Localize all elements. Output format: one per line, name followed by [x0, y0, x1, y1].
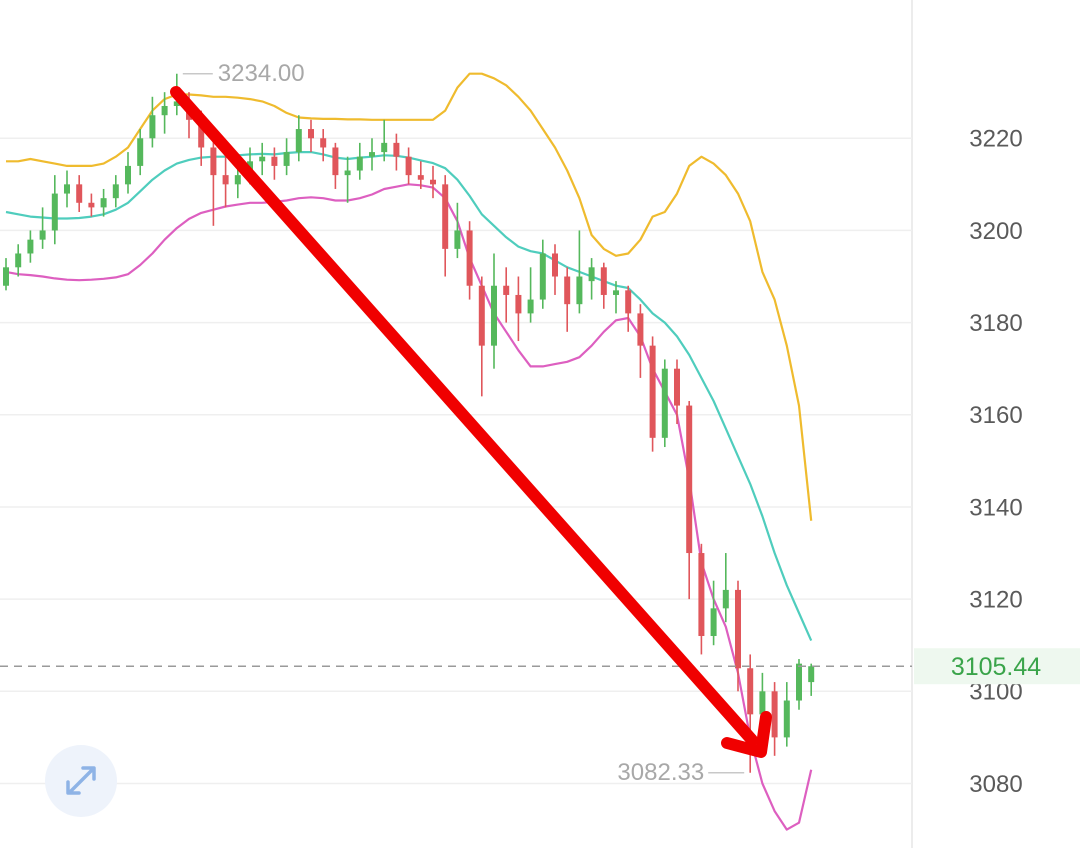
candle-body — [234, 175, 241, 185]
y-tick-label: 3160 — [969, 402, 1022, 429]
candle-body — [259, 156, 266, 162]
candle-body — [613, 290, 619, 295]
candle-body — [735, 589, 741, 669]
candle-body — [320, 138, 327, 148]
candle-body — [771, 691, 778, 738]
candle-body — [576, 276, 583, 305]
candle-body — [15, 253, 22, 268]
last-price-badge — [914, 648, 1080, 685]
candle-body — [161, 106, 168, 116]
candle-body — [454, 230, 461, 249]
candle-body — [356, 156, 363, 171]
candle-body — [503, 285, 510, 295]
candle-body — [625, 290, 632, 314]
y-tick-label: 3080 — [969, 771, 1022, 798]
candle-body — [564, 276, 571, 305]
candle-body — [515, 294, 522, 314]
candle-body — [491, 285, 497, 346]
candle-body — [466, 230, 473, 286]
candle-body — [478, 285, 485, 346]
candle-body — [430, 179, 436, 185]
candle-body — [649, 345, 656, 438]
candle-body — [442, 184, 449, 249]
candle-body — [747, 668, 754, 715]
trend-arrow — [170, 86, 772, 758]
candle-body — [661, 368, 668, 438]
candle-body — [552, 253, 558, 277]
arrow-head — [721, 711, 772, 758]
candle-body — [222, 175, 229, 185]
candle-body — [112, 184, 119, 199]
high-label: 3234.00 — [218, 60, 305, 87]
candle-body — [588, 267, 595, 282]
candle-body — [600, 267, 607, 295]
expand-button[interactable] — [45, 745, 117, 817]
candle-body — [808, 666, 815, 683]
candle-body — [722, 589, 729, 609]
expand-icon[interactable] — [66, 766, 96, 795]
candle-body — [3, 267, 9, 286]
candle-body — [686, 405, 693, 554]
candle-body — [271, 156, 278, 166]
band-line — [6, 72, 813, 521]
candle-body — [527, 299, 534, 314]
candle-body — [759, 691, 766, 715]
arrow-line — [170, 86, 758, 746]
y-tick-label: 3220 — [969, 126, 1022, 153]
candle-body — [393, 142, 400, 157]
candle-body — [27, 239, 34, 254]
candle-body — [381, 142, 388, 153]
candle-body — [796, 663, 802, 701]
candle-body — [198, 119, 205, 148]
y-tick-label: 3140 — [969, 494, 1022, 521]
candle-body — [137, 138, 144, 166]
candle-body — [698, 553, 705, 636]
candle-body — [783, 700, 790, 738]
overlay: 3234.00 3082.33 3105.44 — [0, 60, 1080, 786]
candle-body — [173, 101, 180, 106]
candle-body — [100, 198, 107, 208]
candle-body — [539, 253, 546, 300]
low-label: 3082.33 — [617, 759, 704, 786]
candle-body — [332, 147, 339, 176]
candle-body — [64, 184, 70, 194]
candle-body — [295, 129, 302, 153]
candle-body — [51, 193, 58, 231]
y-tick-label: 3180 — [969, 310, 1022, 337]
candle-body — [149, 115, 156, 139]
candle-body — [125, 165, 131, 185]
candle-body — [88, 202, 95, 208]
candle-body — [344, 170, 351, 176]
y-tick-label: 3120 — [969, 586, 1022, 613]
candle-body — [283, 152, 290, 166]
candle-body — [405, 156, 412, 176]
last-price-label: 3105.44 — [951, 653, 1041, 681]
candle-body — [76, 184, 83, 203]
candle-body — [417, 175, 424, 180]
y-tick-label: 3200 — [969, 218, 1022, 245]
candle-body — [710, 608, 717, 636]
candle-body — [674, 368, 680, 406]
candle-body — [369, 152, 375, 157]
candle-body — [308, 129, 314, 139]
candle-body — [637, 313, 644, 346]
candle-body — [39, 230, 46, 240]
candle-body — [210, 147, 217, 176]
